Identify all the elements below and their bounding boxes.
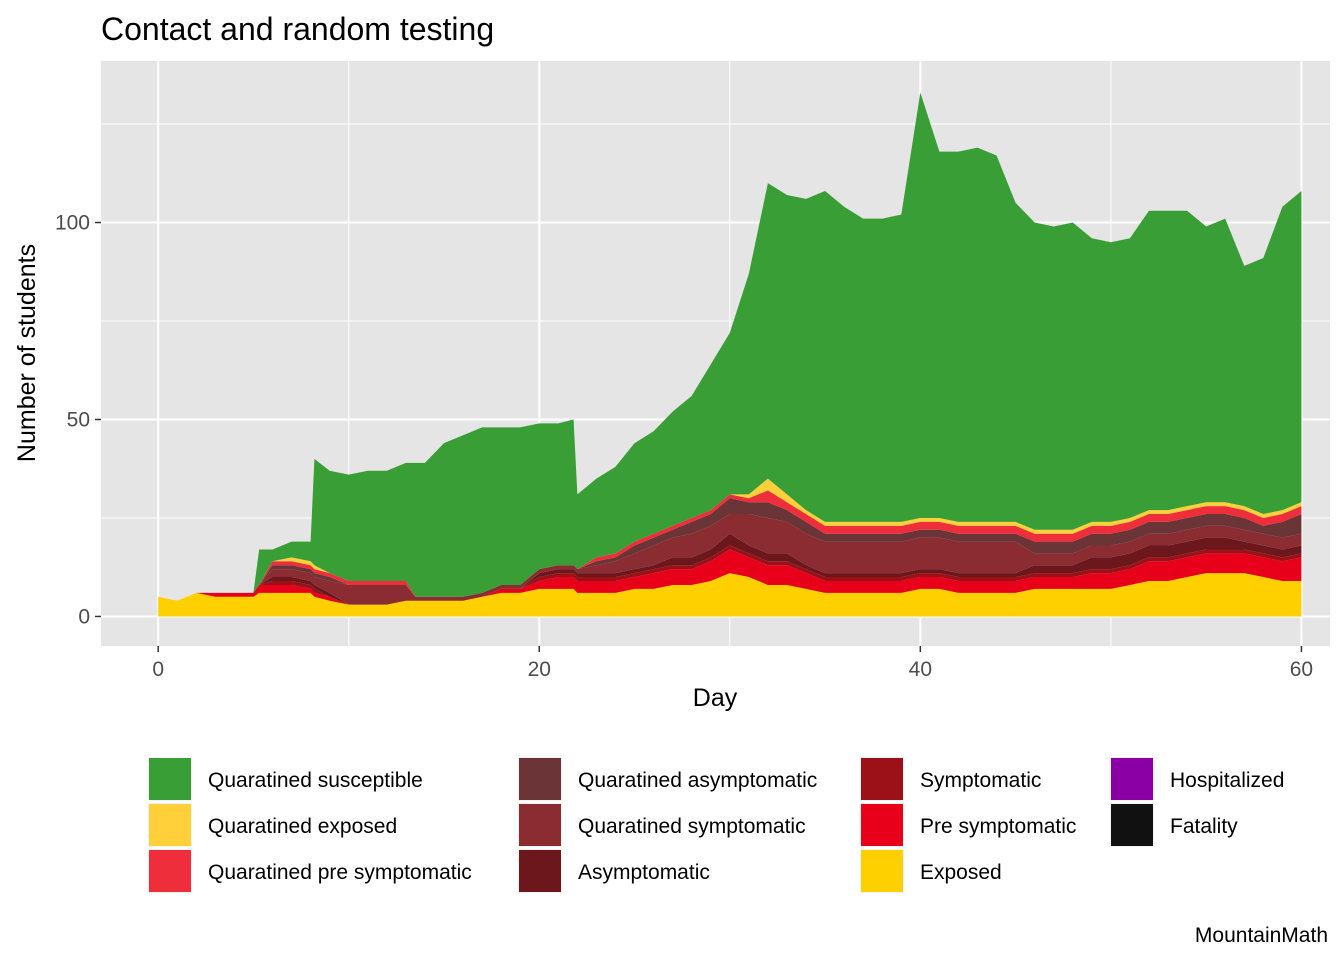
legend-label: Exposed [920,861,1002,884]
legend-label: Quaratined pre symptomatic [208,861,472,884]
legend-swatch [1111,758,1153,800]
legend-label: Hospitalized [1170,769,1284,792]
legend-swatch [861,804,903,846]
legend-swatch [519,804,561,846]
x-axis-title: Day [693,684,738,712]
y-tick-label: 50 [67,408,90,431]
stacked-areas [158,92,1302,617]
legend-label: Fatality [1170,815,1238,838]
x-tick-label: 0 [152,658,164,681]
area-quaratined-susceptible [158,92,1302,601]
y-axis-title: Number of students [13,244,41,462]
legend-swatch [149,804,191,846]
legend-swatch [519,850,561,892]
y-axis: 0 50 100 [55,212,101,628]
x-tick-label: 60 [1290,658,1313,681]
legend-label: Quaratined exposed [208,815,397,838]
legend-label: Pre symptomatic [920,815,1076,838]
legend-swatch [1111,804,1153,846]
area-exposed [158,573,1302,617]
area-pre-symptomatic [158,549,1302,605]
x-tick-label: 20 [528,658,551,681]
legend-swatch [149,758,191,800]
legend-label: Quaratined asymptomatic [578,769,817,792]
chart-title: Contact and random testing [101,11,494,47]
legend: Quaratined susceptible Quaratined exposed… [148,757,1284,893]
area-quaratined-asymptomatic [158,498,1302,601]
legend-swatch [149,850,191,892]
legend-label: Symptomatic [920,769,1041,792]
x-axis: 0 20 40 60 [152,646,1313,681]
legend-swatch [861,850,903,892]
area-symptomatic [158,545,1302,605]
y-tick-label: 0 [78,605,90,628]
legend-label: Quaratined susceptible [208,769,423,792]
legend-swatch [519,758,561,800]
area-asymptomatic [158,533,1302,605]
caption: MountainMath [1195,924,1328,947]
legend-swatch [861,758,903,800]
area-quaratined-symptomatic [158,514,1302,605]
legend-label: Asymptomatic [578,861,710,884]
x-tick-label: 40 [909,658,932,681]
y-tick-label: 100 [55,212,90,235]
legend-label: Quaratined symptomatic [578,815,806,838]
